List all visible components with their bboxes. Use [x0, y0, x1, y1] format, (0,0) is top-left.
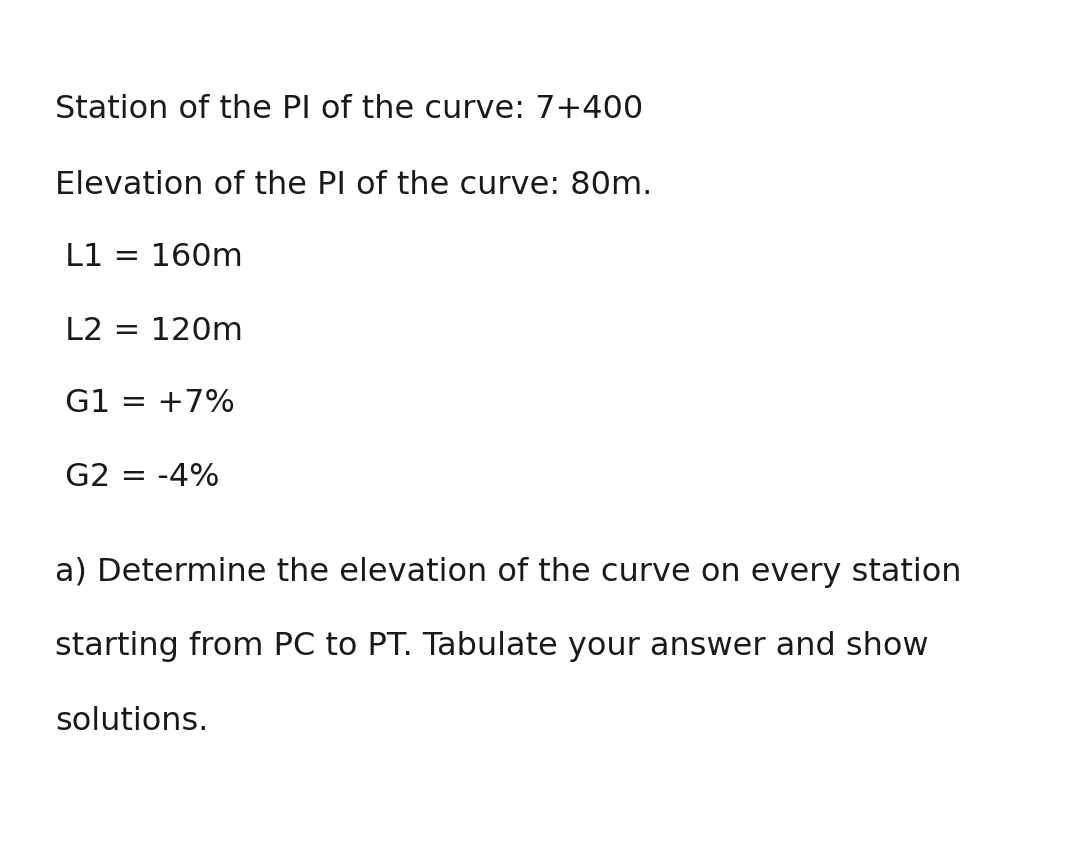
Text: solutions.: solutions.	[55, 706, 208, 738]
Text: Elevation of the PI of the curve: 80m.: Elevation of the PI of the curve: 80m.	[55, 169, 652, 201]
Text: L2 = 120m: L2 = 120m	[55, 316, 243, 346]
Text: L1 = 160m: L1 = 160m	[55, 243, 243, 273]
Text: G2 = -4%: G2 = -4%	[55, 461, 219, 493]
Text: Station of the PI of the curve: 7+400: Station of the PI of the curve: 7+400	[55, 94, 644, 125]
Text: G1 = +7%: G1 = +7%	[55, 389, 234, 420]
Text: starting from PC to PT. Tabulate your answer and show: starting from PC to PT. Tabulate your an…	[55, 631, 929, 662]
Text: a) Determine the elevation of the curve on every station: a) Determine the elevation of the curve …	[55, 557, 961, 587]
